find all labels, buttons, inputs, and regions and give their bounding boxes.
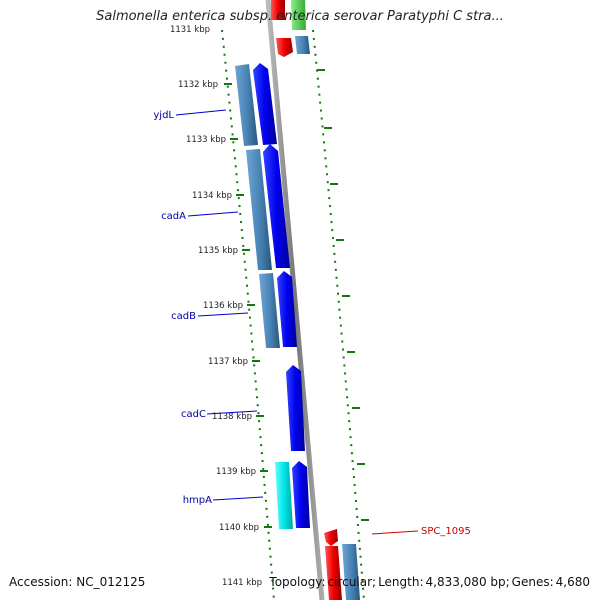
red-gene-top-arrow — [276, 38, 293, 57]
topology-value: circular — [327, 575, 373, 589]
cyan-feature-hmpA — [275, 462, 293, 529]
tick-label: 1131 kbp — [170, 25, 210, 35]
length-value: 4,833,080 bp — [425, 575, 506, 589]
gene-label-cadB: cadB — [171, 311, 196, 322]
tick-label: 1137 kbp — [208, 357, 248, 367]
gene-labels: yjdL cadA cadB cadC hmpA SPC_1095 — [153, 110, 470, 537]
gene-label-cadA: cadA — [161, 211, 186, 222]
genes-label: Genes: — [511, 575, 554, 589]
gene-label-SPC_1095: SPC_1095 — [421, 526, 471, 537]
accession-label: Accession: — [9, 575, 73, 589]
tick-label: 1135 kbp — [198, 246, 238, 256]
outer-track-ticks — [317, 69, 369, 521]
red-gene-top — [271, 0, 285, 20]
green-feature-top — [291, 0, 306, 30]
tick-label: 1141 kbp — [222, 578, 262, 588]
steel-feature-cadB — [259, 273, 280, 348]
topology-label: Topology: — [269, 575, 326, 589]
gene-cadB — [277, 271, 297, 347]
label-leaders — [175, 109, 419, 535]
outer-dotted-track — [312, 29, 365, 600]
genes-value: 4,680 — [555, 575, 590, 589]
gene-label-hmpA: hmpA — [183, 495, 212, 506]
tick-label: 1140 kbp — [219, 523, 259, 533]
tick-label: 1139 kbp — [216, 467, 256, 477]
inner-dotted-track — [221, 29, 275, 600]
accession-value: NC_012125 — [76, 575, 146, 589]
steel-feature-bottom — [342, 544, 360, 600]
genome-backbone — [265, 0, 325, 600]
kbp-tick-marks — [224, 83, 272, 528]
kbp-ticks: 1131 kbp 1132 kbp 1133 kbp 1134 kbp 1135… — [170, 25, 262, 588]
topology-footer: Topology: circular; Length: 4,833,080 bp; Ge… — [269, 575, 590, 589]
gene-cadA — [263, 144, 290, 268]
gene-label-yjdL: yjdL — [153, 110, 174, 121]
tick-label: 1136 kbp — [203, 301, 243, 311]
gene-cadC — [286, 365, 305, 451]
red-feature-bottom — [325, 546, 342, 600]
tick-label: 1132 kbp — [178, 80, 218, 90]
gene-SPC_1095 — [324, 529, 338, 546]
map-title: Salmonella enterica subsp. enterica sero… — [96, 9, 504, 24]
gene-hmpA — [292, 461, 310, 528]
steel-feature-top — [295, 36, 310, 54]
tick-label: 1134 kbp — [192, 191, 232, 201]
gene-yjdL — [253, 63, 277, 145]
tick-label: 1133 kbp — [186, 135, 226, 145]
accession-footer: Accession: NC_012125 — [9, 575, 145, 589]
tick-label: 1138 kbp — [212, 412, 252, 422]
gene-label-cadC: cadC — [181, 409, 206, 420]
steel-feature-cadA — [246, 149, 272, 270]
steel-feature-yjdL — [235, 64, 258, 146]
length-label: Length: — [378, 575, 424, 589]
